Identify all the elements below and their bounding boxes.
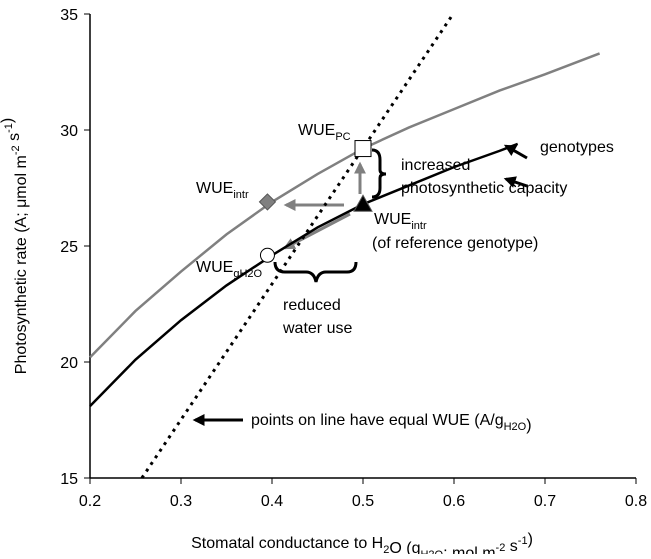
marker	[353, 194, 373, 212]
annotation: photosynthetic capacity	[401, 180, 567, 197]
data-line	[140, 13, 455, 479]
annotation: increased	[401, 157, 470, 174]
text-part: ; mol m	[443, 545, 495, 554]
y-tick-label: 15	[60, 471, 78, 488]
subscript: 2	[383, 544, 389, 554]
annotation: (of reference genotype)	[372, 235, 538, 252]
annotation: WUEPC	[298, 122, 351, 143]
text-part: WUE	[196, 259, 233, 276]
text-part: reduced	[283, 297, 341, 314]
text-part: photosynthetic capacity	[401, 180, 567, 197]
text-part: s	[505, 538, 517, 554]
subscript: PC	[335, 131, 350, 143]
text-part: (of reference genotype)	[372, 235, 538, 252]
text-part: water use	[282, 320, 352, 337]
y-tick-label: 25	[60, 239, 78, 256]
text-part: Stomatal conductance to H	[191, 535, 383, 552]
text-part: )	[528, 531, 533, 548]
marker	[258, 193, 277, 211]
x-tick-label: 0.2	[79, 493, 101, 510]
superscript: -2	[496, 542, 506, 554]
annotation: WUEgH2O	[196, 259, 263, 280]
x-tick-label: 0.8	[625, 493, 647, 510]
brace	[273, 261, 358, 283]
x-tick-label: 0.3	[170, 493, 192, 510]
text-part: increased	[401, 157, 470, 174]
text-part: genotypes	[540, 139, 614, 156]
text-part: μ	[13, 199, 30, 208]
annotation: genotypes	[540, 139, 614, 156]
x-axis-title: Stomatal conductance to H2O (gH2O; mol m…	[191, 531, 533, 554]
text-part: O (g	[389, 540, 420, 554]
subscript: gH2O	[233, 268, 262, 280]
brace	[371, 148, 387, 199]
text-part: points on line have equal WUE (A/g	[251, 412, 504, 429]
x-tick-label: 0.6	[443, 493, 465, 510]
marker	[354, 140, 372, 158]
text-part: WUE	[298, 122, 335, 139]
y-tick-label: 30	[60, 123, 78, 140]
x-tick-label: 0.5	[352, 493, 374, 510]
arrow	[503, 176, 528, 188]
annotation: WUEintr	[196, 180, 249, 201]
arrow	[282, 212, 351, 250]
annotation: water use	[282, 320, 352, 337]
annotation: reduced	[283, 297, 341, 314]
marker	[259, 247, 275, 263]
subscript: intr	[233, 189, 249, 201]
subscript: H2O	[504, 421, 527, 433]
annotation: points on line have equal WUE (A/gH2O)	[251, 412, 532, 434]
superscript: -2	[10, 145, 22, 155]
data-line	[89, 142, 519, 407]
text-part: Photosynthetic rate (A;	[13, 208, 30, 374]
text-part: )	[526, 417, 531, 434]
text-part: )	[0, 118, 16, 123]
y-tick-label: 35	[60, 7, 78, 24]
data-line	[89, 52, 601, 359]
y-axis-title: Photosynthetic rate (A; μmol m-2 s-1)	[0, 118, 30, 374]
superscript: -1	[3, 123, 15, 133]
y-tick-label: 20	[60, 355, 78, 372]
x-tick-label: 0.7	[534, 493, 556, 510]
subscript: intr	[411, 220, 427, 232]
text-part: WUE	[374, 211, 411, 228]
annotation: WUEintr	[374, 211, 427, 232]
subscript: H2O	[420, 549, 443, 554]
superscript: -1	[518, 535, 528, 547]
text-part: s	[6, 133, 23, 145]
x-tick-label: 0.4	[261, 493, 283, 510]
text-part: mol m	[13, 155, 30, 199]
text-part: WUE	[196, 180, 233, 197]
